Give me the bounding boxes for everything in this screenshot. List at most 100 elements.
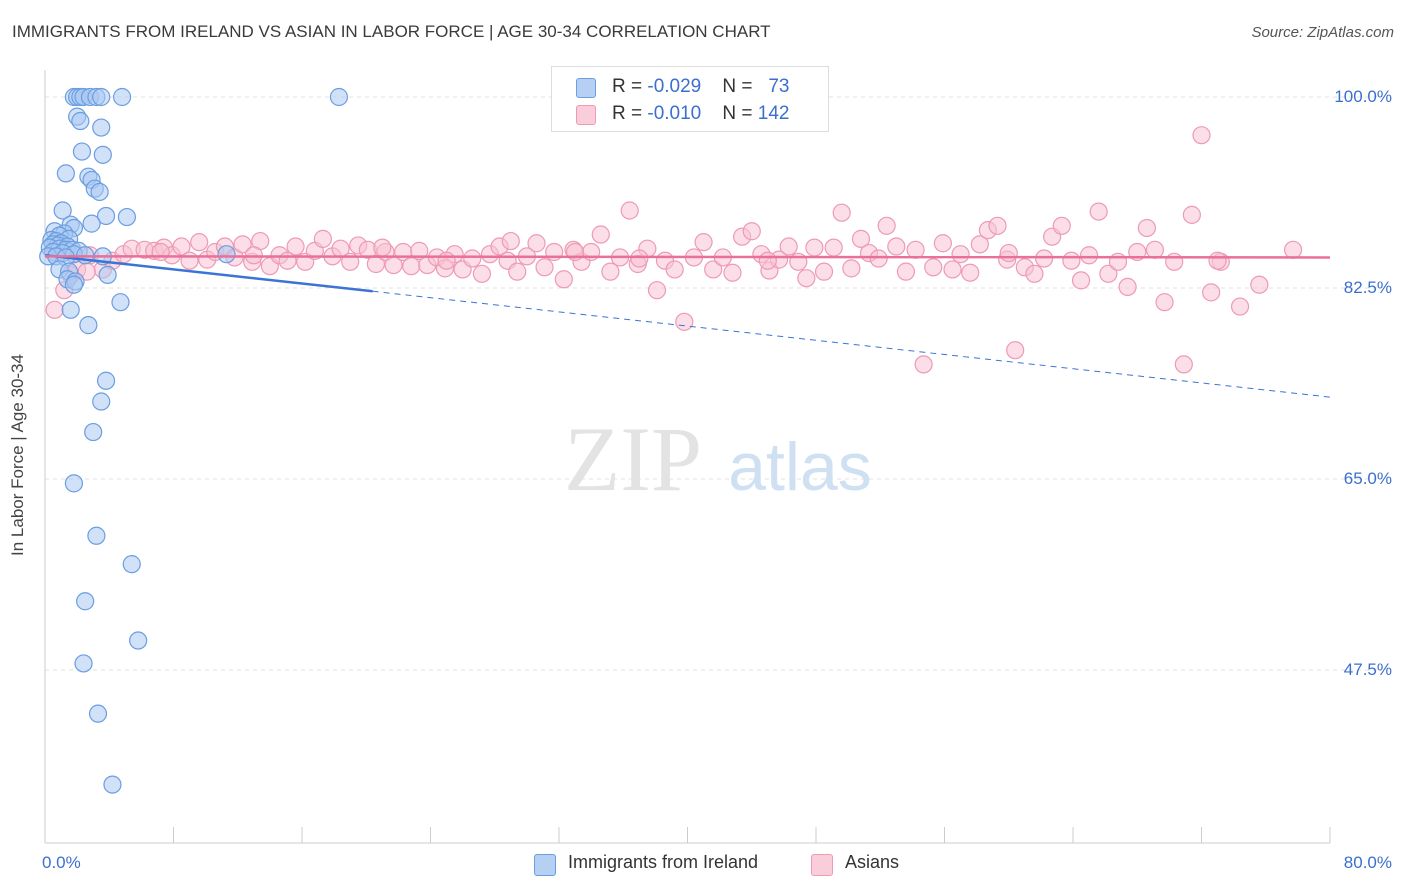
- asians-point-140: [373, 238, 392, 257]
- legend-r-label: R =: [612, 103, 648, 124]
- asians-point-46: [463, 249, 482, 268]
- chart-title: IMMIGRANTS FROM IRELAND VS ASIAN IN LABO…: [12, 22, 771, 41]
- asians-point-138: [999, 243, 1018, 263]
- asians-point-129: [1250, 275, 1269, 294]
- asians-point-29: [313, 229, 332, 248]
- asians-point-125: [1192, 126, 1211, 145]
- asians-point-92: [887, 237, 906, 256]
- asians-point-137: [758, 251, 777, 270]
- ireland-point-57: [79, 316, 98, 335]
- asians-point-117: [1118, 277, 1137, 297]
- asians-point-96: [924, 258, 943, 277]
- asians-point-99: [951, 245, 970, 264]
- asians-point-107: [1025, 264, 1044, 283]
- asians-point-121: [1155, 293, 1174, 312]
- asians-point-100: [961, 263, 980, 282]
- asians-point-133: [244, 246, 263, 265]
- asians-point-134: [437, 251, 456, 270]
- legend-text-asians: R = -0.010 N = 142: [612, 103, 789, 125]
- asians-point-85: [824, 238, 843, 257]
- asians-point-72: [704, 260, 723, 279]
- asians-point-97: [933, 234, 952, 253]
- ireland-trend-extension: [372, 290, 1331, 398]
- y-tick-label-2: 82.5%: [1343, 278, 1392, 297]
- ireland-point-67: [88, 704, 108, 723]
- asians-point-101: [970, 235, 989, 254]
- asians-point-87: [842, 259, 861, 278]
- ireland-point-7: [112, 87, 132, 107]
- asians-point-120: [1145, 240, 1165, 259]
- asians-point-141: [501, 231, 520, 251]
- asians-point-122: [1165, 252, 1184, 271]
- asians-point-66: [647, 281, 667, 300]
- grid-lines: [45, 96, 1380, 671]
- ireland-point-54: [64, 275, 84, 294]
- asians-point-130: [1283, 240, 1303, 259]
- ireland-point-58: [96, 371, 116, 390]
- legend-n-value-asians: 142: [757, 103, 790, 124]
- y-tick-label-0: 47.5%: [1343, 660, 1392, 679]
- asians-point-139: [1208, 251, 1227, 270]
- asians-point-40: [410, 241, 429, 260]
- legend-text-ireland: R = -0.029 N = 73: [612, 76, 789, 98]
- asians-point-84: [814, 262, 834, 281]
- ireland-point-65: [129, 631, 148, 650]
- source-label: Source: ZipAtlas.com: [1251, 24, 1394, 41]
- asians-point-83: [805, 238, 824, 257]
- bottom-swatch-asians: [811, 854, 833, 876]
- bottom-legend-ireland-label: Immigrants from Ireland: [568, 852, 759, 872]
- asians-point-54: [535, 258, 554, 277]
- asians-point-136: [630, 249, 649, 268]
- asians-point-82: [797, 269, 816, 288]
- legend-swatch-ireland: [576, 78, 596, 98]
- asians-point-0: [45, 300, 64, 319]
- asians-point-132: [151, 242, 170, 262]
- ireland-point-14: [56, 164, 75, 183]
- x-tick-min: 0.0%: [42, 853, 81, 872]
- asians-point-94: [906, 240, 925, 259]
- ireland-point-64: [76, 592, 95, 611]
- asians-point-47: [472, 264, 491, 283]
- asians-point-112: [1071, 271, 1091, 290]
- legend-n-label: N =: [722, 76, 758, 97]
- trend-lines: [44, 254, 1331, 398]
- ireland-point-60: [84, 422, 103, 442]
- bottom-legend-asians-label: Asians: [845, 852, 900, 872]
- asians-point-123: [1174, 355, 1193, 374]
- asians-point-128: [1230, 297, 1250, 316]
- asians-point-115: [1099, 264, 1118, 283]
- asians-point-110: [1052, 216, 1071, 235]
- asians-point-20: [233, 235, 252, 254]
- asians-point-51: [508, 262, 527, 281]
- legend-r-value-asians: -0.010: [647, 103, 702, 124]
- y-tick-label-3: 100.0%: [1334, 87, 1392, 106]
- asians-point-63: [620, 201, 639, 220]
- ireland-point-63: [122, 555, 141, 574]
- asians-point-126: [1202, 283, 1221, 302]
- asians-point-91: [877, 216, 896, 235]
- ireland-point-48: [217, 245, 236, 264]
- asians-point-56: [554, 270, 573, 289]
- asians-point-119: [1137, 218, 1156, 238]
- asians-point-86: [832, 203, 851, 222]
- watermark-atlas: atlas: [728, 429, 872, 505]
- asians-point-13: [172, 237, 191, 256]
- asians-point-95: [914, 355, 933, 374]
- x-tick-max: 80.0%: [1343, 853, 1392, 872]
- asians-point-113: [1079, 246, 1099, 265]
- asians-point-93: [896, 262, 916, 281]
- ireland-point-6: [92, 87, 111, 107]
- legend-r-label: R =: [612, 76, 648, 97]
- ireland-point-19: [53, 201, 72, 220]
- asians-point-61: [601, 262, 620, 281]
- ireland-point-59: [92, 392, 111, 411]
- asians-point-15: [190, 233, 209, 252]
- ireland-point-12: [72, 142, 92, 161]
- ireland-point-22: [82, 214, 101, 233]
- legend-swatch-asians: [576, 105, 596, 125]
- ireland-point-51: [98, 265, 117, 285]
- watermark-zip: ZIP: [564, 408, 702, 510]
- ireland-point-8: [329, 87, 349, 107]
- ireland-point-55: [111, 293, 130, 312]
